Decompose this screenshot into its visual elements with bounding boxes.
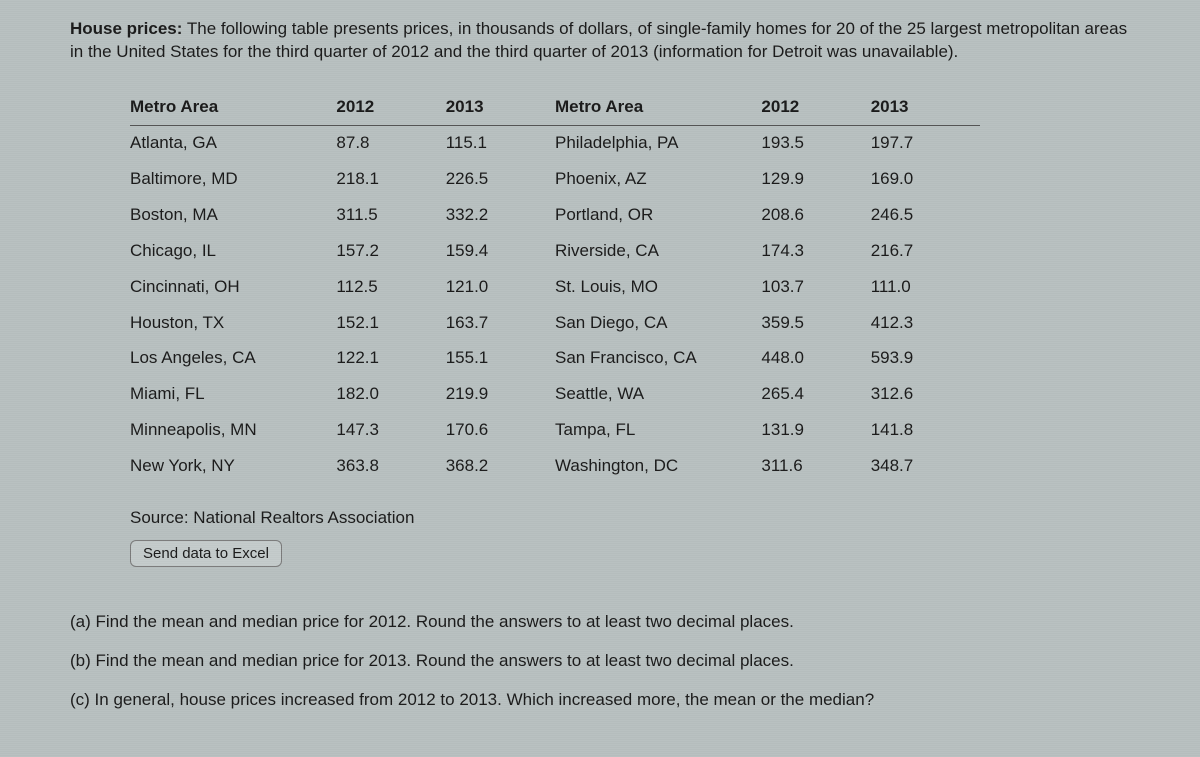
cell-area-left: Los Angeles, CA	[130, 341, 336, 377]
cell-area-right: Portland, OR	[555, 197, 761, 233]
cell-2013-left: 219.9	[446, 377, 555, 413]
table-body: Atlanta, GA87.8115.1Philadelphia, PA193.…	[130, 125, 980, 484]
cell-area-right: Philadelphia, PA	[555, 125, 761, 161]
cell-area-left: Baltimore, MD	[130, 161, 336, 197]
table-row: Chicago, IL157.2159.4Riverside, CA174.32…	[130, 233, 980, 269]
cell-2013-right: 197.7	[871, 125, 980, 161]
table-row: Baltimore, MD218.1226.5Phoenix, AZ129.91…	[130, 161, 980, 197]
price-table: Metro Area 2012 2013 Metro Area 2012 201…	[130, 90, 980, 485]
cell-2013-right: 412.3	[871, 305, 980, 341]
cell-2012-right: 129.9	[761, 161, 870, 197]
cell-2013-left: 115.1	[446, 125, 555, 161]
cell-area-left: Miami, FL	[130, 377, 336, 413]
table-row: New York, NY363.8368.2Washington, DC311.…	[130, 449, 980, 485]
cell-2013-left: 121.0	[446, 269, 555, 305]
cell-area-right: Seattle, WA	[555, 377, 761, 413]
cell-area-left: Atlanta, GA	[130, 125, 336, 161]
cell-2013-right: 593.9	[871, 341, 980, 377]
cell-area-right: San Diego, CA	[555, 305, 761, 341]
cell-area-left: Minneapolis, MN	[130, 413, 336, 449]
question-b: (b) Find the mean and median price for 2…	[70, 650, 1130, 673]
cell-2012-left: 87.8	[336, 125, 445, 161]
cell-2012-left: 311.5	[336, 197, 445, 233]
cell-2013-right: 246.5	[871, 197, 980, 233]
header-metro-area-1: Metro Area	[130, 90, 336, 125]
send-to-excel-button[interactable]: Send data to Excel	[130, 540, 282, 567]
cell-2013-left: 159.4	[446, 233, 555, 269]
intro-paragraph: House prices: The following table presen…	[70, 18, 1130, 64]
table-header-row: Metro Area 2012 2013 Metro Area 2012 201…	[130, 90, 980, 125]
cell-2012-right: 448.0	[761, 341, 870, 377]
cell-2013-right: 216.7	[871, 233, 980, 269]
cell-2013-right: 348.7	[871, 449, 980, 485]
table-row: Miami, FL182.0219.9Seattle, WA265.4312.6	[130, 377, 980, 413]
price-table-wrap: Metro Area 2012 2013 Metro Area 2012 201…	[70, 90, 1130, 485]
question-a: (a) Find the mean and median price for 2…	[70, 611, 1130, 634]
cell-2012-right: 131.9	[761, 413, 870, 449]
header-2012-1: 2012	[336, 90, 445, 125]
table-row: Cincinnati, OH112.5121.0St. Louis, MO103…	[130, 269, 980, 305]
cell-2013-right: 111.0	[871, 269, 980, 305]
header-metro-area-2: Metro Area	[555, 90, 761, 125]
intro-label: House prices:	[70, 19, 182, 38]
cell-2013-left: 155.1	[446, 341, 555, 377]
cell-area-right: St. Louis, MO	[555, 269, 761, 305]
cell-2013-left: 163.7	[446, 305, 555, 341]
cell-area-left: New York, NY	[130, 449, 336, 485]
cell-2013-left: 332.2	[446, 197, 555, 233]
header-2012-2: 2012	[761, 90, 870, 125]
cell-area-right: Washington, DC	[555, 449, 761, 485]
header-2013-2: 2013	[871, 90, 980, 125]
cell-2012-right: 193.5	[761, 125, 870, 161]
header-2013-1: 2013	[446, 90, 555, 125]
cell-area-left: Cincinnati, OH	[130, 269, 336, 305]
cell-2013-left: 368.2	[446, 449, 555, 485]
cell-2012-left: 182.0	[336, 377, 445, 413]
cell-area-left: Houston, TX	[130, 305, 336, 341]
cell-area-right: Riverside, CA	[555, 233, 761, 269]
cell-2012-right: 208.6	[761, 197, 870, 233]
cell-area-right: Phoenix, AZ	[555, 161, 761, 197]
cell-2012-left: 152.1	[336, 305, 445, 341]
source-line: Source: National Realtors Association	[70, 507, 1130, 530]
cell-2013-right: 169.0	[871, 161, 980, 197]
cell-area-left: Chicago, IL	[130, 233, 336, 269]
cell-area-right: San Francisco, CA	[555, 341, 761, 377]
cell-area-left: Boston, MA	[130, 197, 336, 233]
cell-2012-left: 122.1	[336, 341, 445, 377]
cell-2013-right: 141.8	[871, 413, 980, 449]
table-row: Atlanta, GA87.8115.1Philadelphia, PA193.…	[130, 125, 980, 161]
intro-text: The following table presents prices, in …	[70, 19, 1127, 61]
cell-2013-right: 312.6	[871, 377, 980, 413]
cell-2012-right: 103.7	[761, 269, 870, 305]
cell-2012-left: 147.3	[336, 413, 445, 449]
question-c: (c) In general, house prices increased f…	[70, 689, 1130, 712]
cell-2012-right: 174.3	[761, 233, 870, 269]
cell-2012-left: 157.2	[336, 233, 445, 269]
table-row: Minneapolis, MN147.3170.6Tampa, FL131.91…	[130, 413, 980, 449]
table-row: Houston, TX152.1163.7San Diego, CA359.54…	[130, 305, 980, 341]
cell-2012-left: 218.1	[336, 161, 445, 197]
cell-area-right: Tampa, FL	[555, 413, 761, 449]
table-row: Boston, MA311.5332.2Portland, OR208.6246…	[130, 197, 980, 233]
cell-2013-left: 226.5	[446, 161, 555, 197]
cell-2012-right: 311.6	[761, 449, 870, 485]
cell-2012-right: 265.4	[761, 377, 870, 413]
cell-2013-left: 170.6	[446, 413, 555, 449]
cell-2012-left: 112.5	[336, 269, 445, 305]
cell-2012-left: 363.8	[336, 449, 445, 485]
table-row: Los Angeles, CA122.1155.1San Francisco, …	[130, 341, 980, 377]
cell-2012-right: 359.5	[761, 305, 870, 341]
